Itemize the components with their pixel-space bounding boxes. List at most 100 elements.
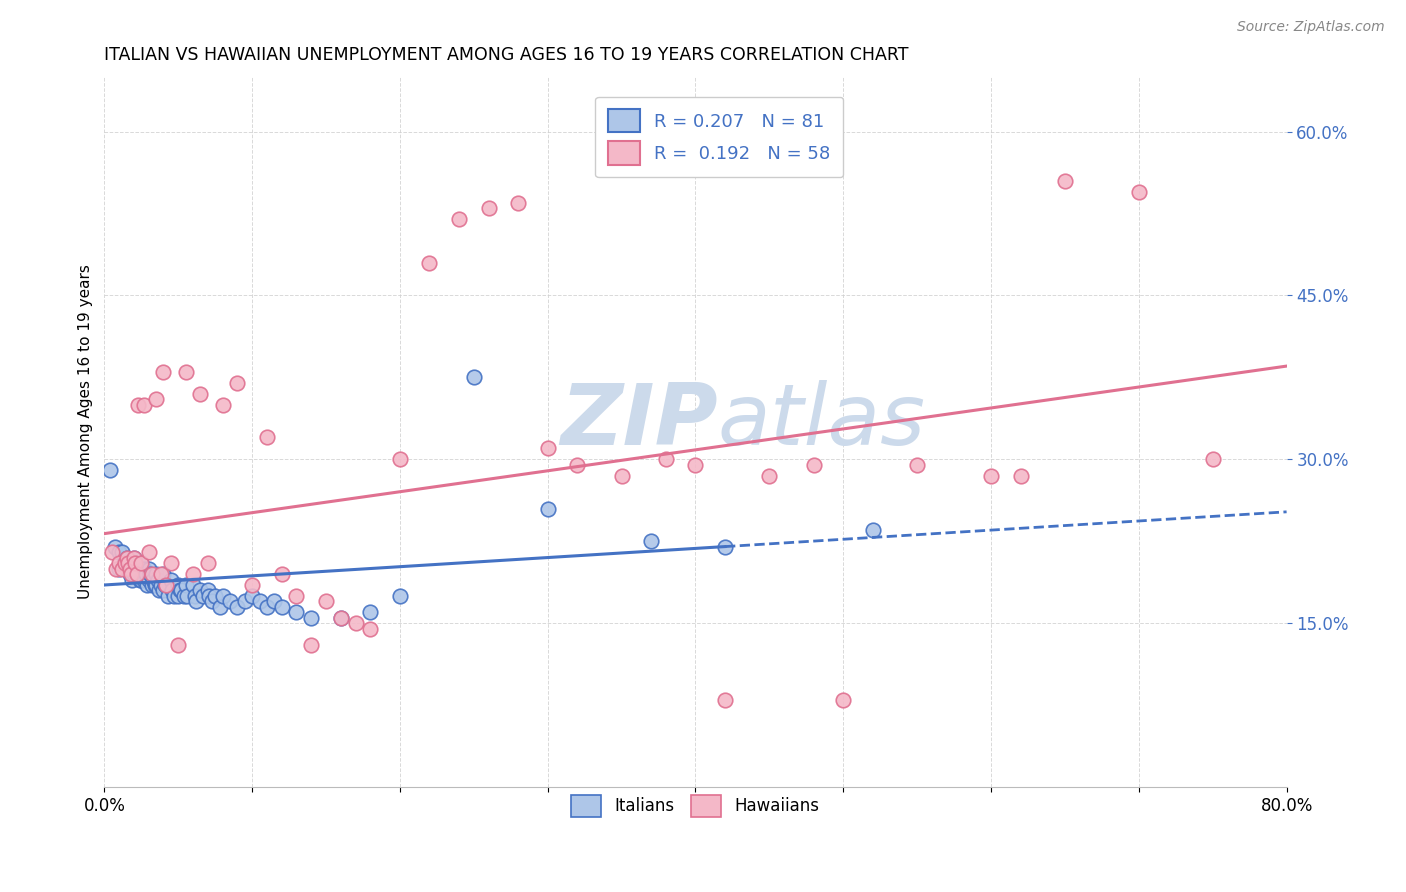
Point bbox=[233, 594, 256, 608]
Point bbox=[905, 458, 928, 472]
Point bbox=[197, 583, 219, 598]
Point bbox=[388, 452, 411, 467]
Point bbox=[463, 370, 485, 384]
Point bbox=[125, 567, 148, 582]
Point bbox=[270, 599, 292, 614]
Point bbox=[134, 573, 156, 587]
Point bbox=[100, 545, 122, 559]
Point bbox=[149, 567, 172, 582]
Point bbox=[359, 605, 381, 619]
Point bbox=[478, 201, 501, 215]
Point bbox=[124, 556, 146, 570]
Point bbox=[219, 594, 242, 608]
Point bbox=[329, 611, 352, 625]
Text: ZIP: ZIP bbox=[560, 380, 717, 463]
Point bbox=[125, 567, 148, 582]
Point bbox=[128, 573, 150, 587]
Point bbox=[160, 573, 183, 587]
Point bbox=[197, 556, 219, 570]
Point bbox=[139, 567, 162, 582]
Point bbox=[163, 589, 186, 603]
Point bbox=[160, 556, 183, 570]
Point bbox=[125, 561, 148, 575]
Point bbox=[211, 398, 233, 412]
Point bbox=[173, 589, 195, 603]
Point bbox=[193, 589, 215, 603]
Point bbox=[117, 561, 139, 575]
Point bbox=[146, 573, 169, 587]
Point bbox=[138, 561, 160, 575]
Point bbox=[201, 594, 224, 608]
Point bbox=[108, 545, 131, 559]
Point bbox=[127, 398, 149, 412]
Text: atlas: atlas bbox=[717, 380, 925, 463]
Point bbox=[149, 578, 172, 592]
Point bbox=[181, 578, 204, 592]
Point bbox=[170, 583, 193, 598]
Point bbox=[153, 578, 176, 592]
Point bbox=[138, 573, 160, 587]
Point bbox=[208, 599, 231, 614]
Point bbox=[285, 605, 308, 619]
Point bbox=[567, 458, 589, 472]
Point bbox=[198, 589, 221, 603]
Point bbox=[832, 692, 855, 706]
Point bbox=[714, 692, 737, 706]
Point bbox=[142, 573, 165, 587]
Point bbox=[115, 550, 138, 565]
Point bbox=[315, 594, 337, 608]
Point bbox=[120, 567, 142, 582]
Y-axis label: Unemployment Among Ages 16 to 19 years: Unemployment Among Ages 16 to 19 years bbox=[79, 265, 93, 599]
Point bbox=[240, 589, 263, 603]
Point bbox=[124, 556, 146, 570]
Point bbox=[115, 561, 138, 575]
Point bbox=[131, 556, 153, 570]
Point bbox=[1010, 468, 1032, 483]
Point bbox=[131, 556, 153, 570]
Point bbox=[211, 589, 233, 603]
Point bbox=[1053, 174, 1076, 188]
Point bbox=[167, 589, 190, 603]
Point bbox=[135, 567, 157, 582]
Point bbox=[108, 561, 131, 575]
Point bbox=[640, 534, 662, 549]
Point bbox=[155, 578, 177, 592]
Point bbox=[121, 573, 143, 587]
Point bbox=[184, 594, 207, 608]
Point bbox=[132, 567, 155, 582]
Point bbox=[105, 561, 128, 575]
Point bbox=[183, 589, 205, 603]
Point bbox=[127, 567, 149, 582]
Point bbox=[145, 578, 167, 592]
Point bbox=[118, 561, 141, 575]
Point bbox=[226, 376, 249, 390]
Point bbox=[98, 463, 121, 477]
Point bbox=[714, 540, 737, 554]
Point bbox=[270, 567, 292, 582]
Legend: Italians, Hawaiians: Italians, Hawaiians bbox=[562, 787, 828, 825]
Point bbox=[447, 211, 470, 226]
Point bbox=[176, 589, 198, 603]
Point bbox=[359, 622, 381, 636]
Point bbox=[537, 501, 560, 516]
Point bbox=[418, 255, 440, 269]
Point bbox=[285, 589, 308, 603]
Point bbox=[190, 583, 212, 598]
Point bbox=[537, 442, 560, 456]
Point bbox=[118, 567, 141, 582]
Point bbox=[152, 365, 174, 379]
Point bbox=[655, 452, 678, 467]
Point bbox=[145, 567, 167, 582]
Point bbox=[174, 578, 197, 592]
Point bbox=[249, 594, 271, 608]
Point bbox=[156, 589, 179, 603]
Point bbox=[685, 458, 707, 472]
Point bbox=[112, 556, 135, 570]
Point bbox=[162, 583, 184, 598]
Point bbox=[862, 524, 884, 538]
Point bbox=[145, 392, 167, 407]
Point bbox=[167, 578, 190, 592]
Point bbox=[114, 556, 136, 570]
Point bbox=[122, 550, 145, 565]
Point bbox=[240, 578, 263, 592]
